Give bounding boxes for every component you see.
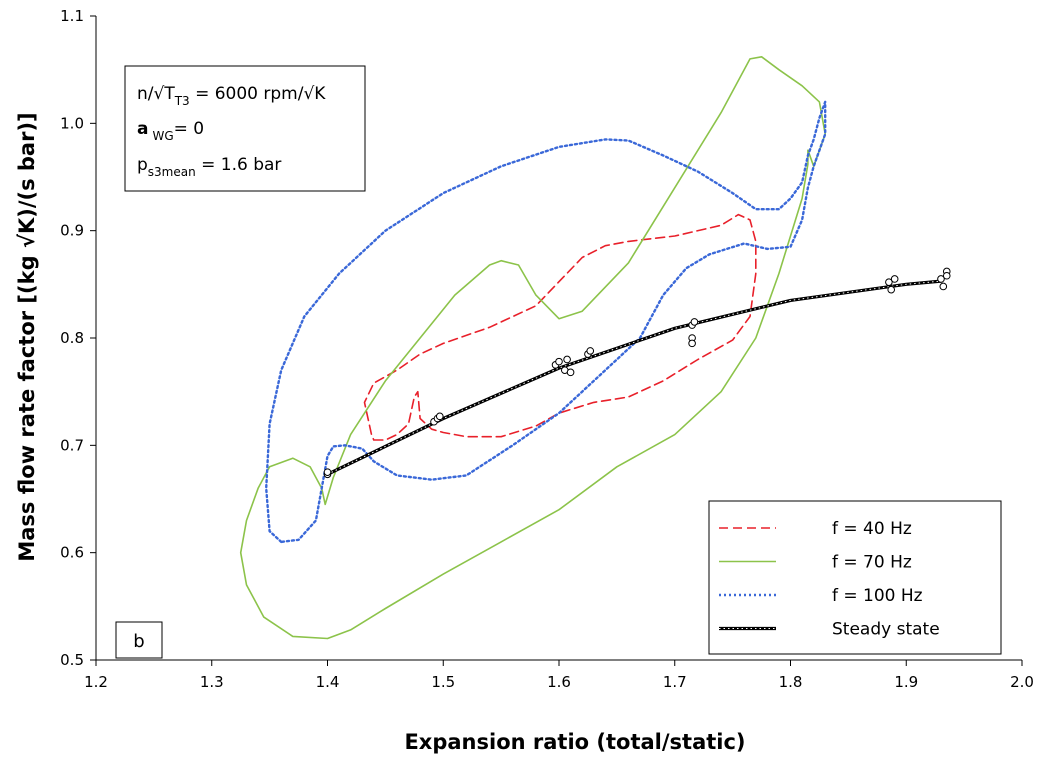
x-tick-label: 1.4 — [316, 673, 340, 691]
y-tick-label: 1.1 — [60, 7, 84, 25]
y-tick-label: 0.7 — [60, 436, 84, 454]
x-tick-label: 1.2 — [84, 673, 108, 691]
steady-state-marker — [887, 285, 896, 294]
annotation-line-wastegate-post: = 0 — [174, 119, 204, 139]
annotation-line-wastegate-sub: WG — [152, 129, 173, 143]
y-tick-label: 0.5 — [60, 651, 84, 669]
annotation-line-speed-sub: T3 — [174, 94, 190, 108]
panel-label-border — [115, 621, 163, 659]
axes-layer: 1.2 1.3 1.4 1.5 1.6 1.7 1.8 1.9 2.0 0.5 0.6 0.7 0.8 0… — [60, 7, 1034, 691]
x-tick-label: 1.9 — [894, 673, 918, 691]
series-line-1 — [363, 213, 757, 441]
annotation-line-wastegate-pre: a — [137, 119, 148, 139]
steady-state-marker — [885, 278, 893, 286]
y-tick-label: 0.9 — [60, 222, 84, 240]
annotation-line-pressure: ps3mean = 1.6 bar — [137, 155, 281, 179]
steady-state-marker — [690, 318, 699, 326]
steady-state-marker — [435, 412, 444, 421]
x-tick-label: 1.5 — [431, 673, 455, 691]
steady-state-marker — [937, 275, 945, 283]
annotation-line-pressure-post: = 1.6 bar — [196, 155, 282, 175]
legend-label-3: f = 100 Hz — [832, 586, 923, 606]
annotation-line-pressure-pre: p — [137, 155, 148, 175]
series-layer — [239, 56, 951, 640]
y-tick-label: 1.0 — [60, 114, 84, 132]
steady-state-marker — [586, 347, 595, 355]
y-tick-label: 0.6 — [60, 544, 84, 562]
series-line-2 — [239, 56, 826, 640]
steady-state-marker — [890, 275, 899, 283]
x-tick-label: 1.7 — [663, 673, 687, 691]
steady-state-marker — [942, 271, 951, 280]
annotation-line-speed-pre: n/√T — [137, 84, 175, 104]
y-axis-title: Mass flow rate factor [(kg √K)/(s bar)] — [15, 112, 39, 561]
steady-state-pattern — [327, 280, 942, 475]
steady-state-marker — [566, 368, 575, 377]
series-line-3 — [265, 100, 827, 544]
steady-state-marker — [563, 355, 571, 364]
steady-state-marker — [688, 339, 696, 348]
steady-state-marker — [939, 282, 948, 291]
steady-state-marker — [323, 468, 332, 476]
y-tick-label: 0.8 — [60, 329, 84, 347]
x-axis-title: Expansion ratio (total/static) — [404, 730, 745, 754]
annotation-box: n/√TT3 = 6000 rpm/√K a WG= 0 ps3mean = 1.… — [124, 65, 366, 192]
legend-label-2: f = 70 Hz — [832, 553, 912, 573]
panel-label: b — [133, 631, 144, 652]
annotation-line-speed: n/√TT3 = 6000 rpm/√K — [137, 84, 326, 108]
x-tick-label: 2.0 — [1010, 673, 1034, 691]
legend-label-1: f = 40 Hz — [832, 519, 912, 539]
legend: f = 40 Hz f = 70 Hz f = 100 Hz Steady state — [708, 500, 1002, 655]
annotation-line-speed-post: = 6000 rpm/√K — [190, 84, 327, 104]
x-tick-label: 1.8 — [779, 673, 803, 691]
panel-label-box: b — [115, 621, 163, 659]
legend-label-4: Steady state — [832, 620, 940, 640]
annotation-border — [124, 65, 366, 192]
annotation-line-pressure-sub: s3mean — [148, 165, 196, 179]
x-tick-label: 1.3 — [200, 673, 224, 691]
annotation-line-wastegate: a WG= 0 — [137, 119, 204, 143]
series-line-4 — [325, 279, 943, 476]
x-tick-label: 1.6 — [547, 673, 571, 691]
steady-state-marker — [555, 357, 563, 366]
